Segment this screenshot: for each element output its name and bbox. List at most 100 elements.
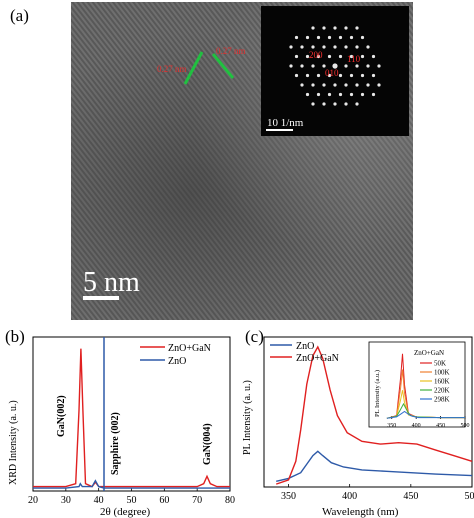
fft-spot (316, 92, 321, 97)
fft-spot (338, 35, 343, 40)
xrd-legend-znogan: ZnO+GaN (168, 343, 211, 354)
fft-spot (366, 83, 370, 87)
xrd-series-zno-gan (33, 348, 230, 488)
inset-series-298k (386, 410, 465, 419)
pl-series-zno (276, 450, 473, 482)
fft-spot (332, 63, 338, 69)
fft-spot (305, 92, 310, 97)
hrtem-image: 200 110 010 10 1/nm 0.27 nm 0.27 nm 5 nm (71, 2, 413, 320)
xrd-tick-label: 20 (28, 495, 38, 506)
fringe-spacing-right: 0.27 nm (216, 46, 246, 56)
fft-spot (333, 102, 337, 106)
xrd-tick-label: 50 (127, 495, 137, 506)
fft-spot (289, 64, 293, 68)
fft-spot (333, 26, 337, 30)
scale-bar-label: 5 nm (83, 267, 140, 298)
pl-legend-zno: ZnO (296, 341, 314, 352)
fft-spot (355, 83, 359, 87)
fft-spot (366, 64, 370, 68)
fft-spot (305, 54, 310, 59)
inset-legend-label: 100K (434, 369, 450, 377)
xrd-tick-label: 30 (61, 495, 71, 506)
fft-spot (322, 83, 326, 87)
fft-spot (322, 26, 326, 30)
xrd-series-zno (33, 479, 230, 489)
xrd-tick-label: 70 (192, 495, 202, 506)
inset-tick-label: 400 (412, 423, 421, 429)
xrd-tick-label: 60 (159, 495, 169, 506)
panel-a-label: (a) (10, 6, 29, 25)
fringe-spacing-left: 0.27 nm (157, 64, 187, 74)
pl-x-axis-label: Wavelength (nm) (322, 506, 399, 518)
fft-spot (294, 35, 299, 40)
fft-index-110: 110 (347, 54, 361, 64)
fft-index-010: 010 (325, 68, 339, 78)
fft-spot (338, 54, 343, 59)
fft-spot (333, 83, 337, 87)
fft-spot (344, 83, 348, 87)
fft-spot (355, 45, 359, 49)
fft-spot (311, 83, 315, 87)
fft-spot (349, 73, 354, 78)
fft-spot (311, 102, 315, 106)
fft-inset: 200 110 010 10 1/nm (261, 6, 409, 136)
fft-spot (344, 64, 348, 68)
fft-spot (316, 54, 321, 59)
fft-spot (300, 45, 304, 49)
fft-spot (371, 73, 376, 78)
pl-legend: ZnO ZnO+GaN (270, 341, 339, 364)
fft-spot (360, 54, 365, 59)
fft-spot (366, 45, 370, 49)
inset-legend-label: 298K (434, 396, 450, 404)
fft-spot (316, 73, 321, 78)
pl-tick-label: 500 (465, 491, 474, 502)
xrd-legend-zno: ZnO (168, 356, 186, 367)
fft-spot (300, 64, 304, 68)
fft-spot (371, 54, 376, 59)
fft-spot (327, 54, 332, 59)
fft-spot (294, 73, 299, 78)
fft-index-200: 200 (309, 50, 323, 60)
fft-spot (294, 54, 299, 59)
annotation-gan-004: GaN(004) (202, 423, 213, 465)
fft-spot (360, 92, 365, 97)
fft-spot (327, 35, 332, 40)
inset-tick-label: 350 (387, 423, 396, 429)
fft-spot (316, 35, 321, 40)
fft-spot (322, 64, 326, 68)
pl-plot-frame (263, 336, 473, 488)
fft-spot (377, 64, 381, 68)
fft-scale-label: 10 1/nm (267, 117, 304, 129)
fft-spot (327, 73, 332, 78)
inset-tick-label: 500 (461, 423, 470, 429)
fft-spot (300, 83, 304, 87)
pl-tick-label: 450 (403, 491, 418, 502)
xrd-tick-label: 40 (94, 495, 104, 506)
pl-inset-chart: 350 400 450 500 ZnO+GaN 50K100K160K220K298K… (368, 341, 470, 429)
pl-y-axis-label: PL Intensity (a. u.) (242, 380, 253, 455)
fft-spot (338, 92, 343, 97)
pl-chart: 350 400 450 500 ZnO ZnO+GaN 350 400 450 500 Zn… (242, 336, 474, 518)
pl-tick-label: 350 (281, 491, 296, 502)
fft-spot (355, 102, 359, 106)
xrd-tick-label: 80 (225, 495, 235, 506)
fft-spot (289, 45, 293, 49)
fft-spot (360, 73, 365, 78)
fft-spot (344, 26, 348, 30)
xrd-y-axis-label: XRD Intensity (a. u.) (8, 400, 19, 485)
fft-spot (311, 26, 315, 30)
inset-legend-label: 160K (434, 378, 450, 386)
pl-tick-label: 400 (342, 491, 357, 502)
fft-spot (305, 35, 310, 40)
fft-spot (355, 26, 359, 30)
xrd-legend: ZnO+GaN ZnO (140, 343, 211, 367)
fft-spot (349, 54, 354, 59)
fft-spot (344, 45, 348, 49)
pl-series-zno-gan (275, 345, 473, 485)
scale-bar: 5 nm (83, 267, 140, 300)
panel-b-label: (b) (5, 327, 25, 346)
inset-legend-label: 50K (434, 360, 446, 368)
fft-spot (327, 92, 332, 97)
panel-c-label: (c) (245, 327, 264, 346)
fft-spot (322, 102, 326, 106)
